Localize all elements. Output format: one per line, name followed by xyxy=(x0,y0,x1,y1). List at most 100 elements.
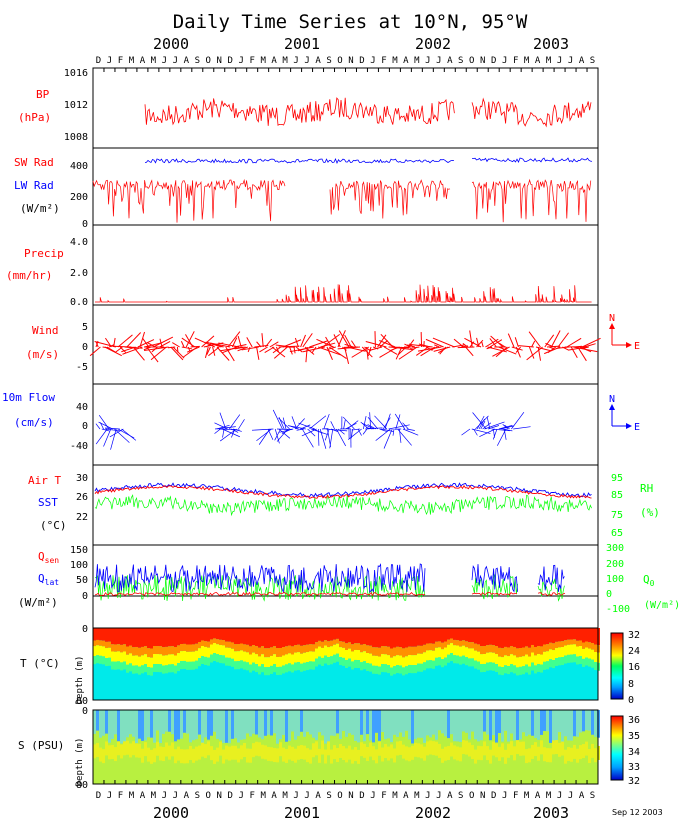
wind-stick xyxy=(289,346,293,355)
salinity-band xyxy=(324,749,327,764)
temperature-band xyxy=(528,656,531,667)
salinity-band xyxy=(591,710,594,735)
wind-stick xyxy=(457,346,475,349)
salinity-band xyxy=(594,748,597,763)
salinity-band xyxy=(561,710,564,743)
salinity-band xyxy=(444,710,447,737)
temperature-band xyxy=(285,646,288,655)
flow-stick xyxy=(222,428,225,438)
year-label-2002: 2002 xyxy=(415,35,451,53)
temperature-band xyxy=(258,656,261,667)
temperature-band xyxy=(366,645,369,653)
salinity-band xyxy=(333,710,336,736)
temperature-band xyxy=(423,628,426,645)
temperature-band xyxy=(312,651,315,662)
salinity-band xyxy=(444,746,447,761)
wind-stick xyxy=(338,330,350,348)
temperature-band xyxy=(450,638,453,644)
temperature-band xyxy=(225,647,228,658)
temperature-band xyxy=(528,647,531,657)
temperature-band xyxy=(270,647,273,656)
wind-stick xyxy=(545,342,554,348)
rh-label: RH xyxy=(640,482,653,495)
salinity-band xyxy=(390,744,393,759)
temperature-band xyxy=(570,654,573,663)
month-letter: O xyxy=(337,56,342,66)
salinity-band xyxy=(492,710,495,736)
salinity-band xyxy=(366,746,369,761)
flow-stick xyxy=(504,424,510,430)
temperature-band xyxy=(429,660,432,669)
flow-stick xyxy=(307,428,316,437)
salinity-band xyxy=(132,741,135,756)
temperature-band xyxy=(570,639,573,645)
wind-compass-north-head xyxy=(609,323,615,329)
salinity-band xyxy=(153,710,156,743)
temperature-band xyxy=(192,644,195,652)
temperature-band xyxy=(330,656,333,665)
temperature-band xyxy=(543,651,546,662)
temperature-band xyxy=(504,628,507,647)
flow-stick xyxy=(342,416,355,430)
temperature-band xyxy=(129,628,132,646)
flow-stick xyxy=(330,428,339,433)
temperature-band xyxy=(159,664,162,673)
month-letter: S xyxy=(326,56,331,66)
temperature-band xyxy=(330,640,333,647)
bp-tick: 1012 xyxy=(64,100,88,111)
salinity-band xyxy=(375,710,378,733)
salinity-band xyxy=(504,749,507,764)
temperature-band xyxy=(510,654,513,665)
temperature-band xyxy=(468,658,471,667)
salinity-band xyxy=(93,710,96,734)
temperature-band xyxy=(306,628,309,645)
wind-stick xyxy=(273,346,288,359)
salinity-band xyxy=(372,710,375,743)
salinity-band xyxy=(99,747,102,762)
temperature-band xyxy=(189,651,192,662)
flow-stick xyxy=(329,428,334,449)
temperature-band xyxy=(102,640,105,647)
temperature-band xyxy=(507,656,510,667)
salinity-band xyxy=(498,746,501,761)
temperature-band xyxy=(561,628,564,642)
salinity-band xyxy=(561,741,564,756)
salinity-band xyxy=(186,749,189,764)
salinity-band xyxy=(351,710,354,735)
wind-stick xyxy=(518,345,534,348)
salinity-band xyxy=(174,710,177,742)
month-letter: J xyxy=(293,791,298,801)
temperature-band xyxy=(306,644,309,653)
wind-stick xyxy=(575,345,582,348)
temperature-band xyxy=(261,654,264,665)
month-letter: O xyxy=(469,791,474,801)
month-letter: O xyxy=(206,56,211,66)
temperature-band xyxy=(192,651,195,662)
wind-stick xyxy=(261,333,264,348)
wind-stick xyxy=(337,346,361,350)
salinity-band xyxy=(105,741,108,756)
temperature-band xyxy=(96,655,99,664)
air-t-label: Air T xyxy=(28,474,61,487)
salinity-band xyxy=(501,710,504,742)
salinity-band xyxy=(123,741,126,756)
month-letter: N xyxy=(480,791,485,801)
temperature-band xyxy=(276,648,279,657)
temperature-colorbar: 32 24 16 8 0 xyxy=(610,630,640,706)
flow-stick xyxy=(402,422,409,430)
temperature-band xyxy=(414,655,417,666)
temperature-band xyxy=(546,651,549,662)
salinity-band xyxy=(177,746,180,761)
temperature-band xyxy=(393,656,396,667)
wind-stick xyxy=(210,342,231,348)
flow-stick xyxy=(496,428,507,446)
salinity-band xyxy=(249,748,252,763)
salinity-band xyxy=(432,741,435,756)
temperature-band xyxy=(360,644,363,653)
salinity-band xyxy=(459,747,462,762)
salinity-band xyxy=(495,743,498,758)
rh-tick: 65 xyxy=(611,528,623,539)
salinity-band xyxy=(486,746,489,761)
salinity-band xyxy=(273,710,276,734)
wind-compass-n: N xyxy=(609,313,615,324)
